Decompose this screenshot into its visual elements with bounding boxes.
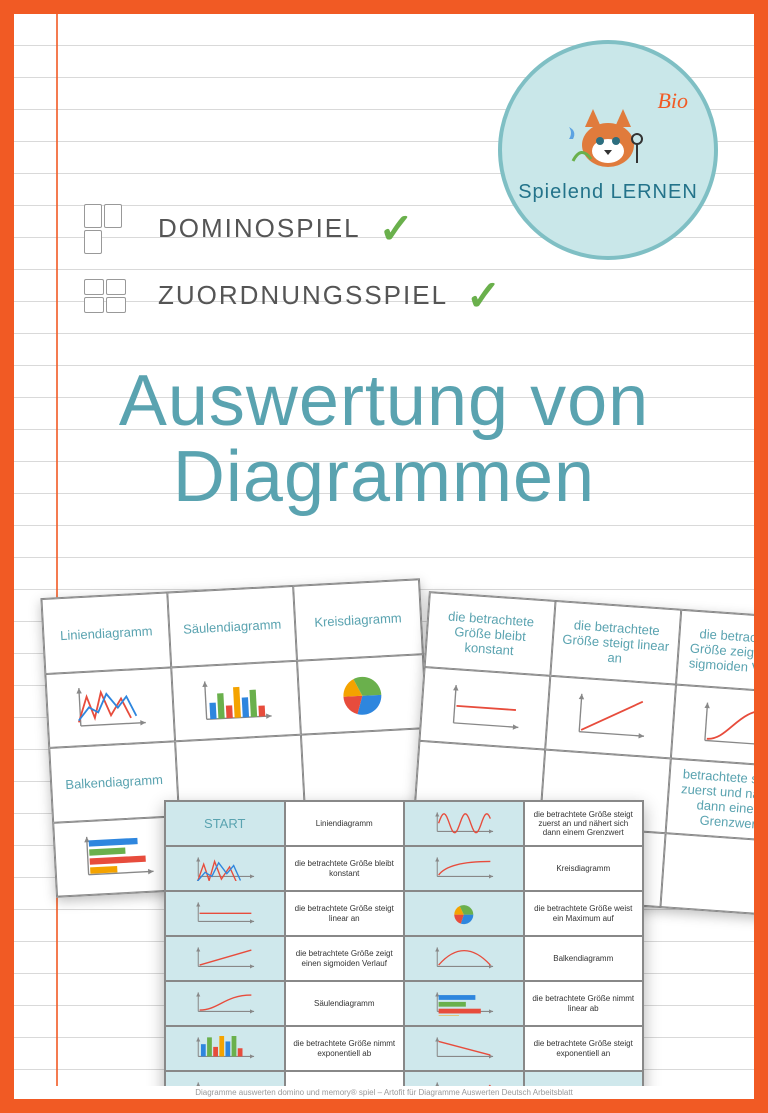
card-cell — [671, 684, 754, 767]
title-line2: Diagrammen — [14, 440, 754, 516]
card-cell — [171, 660, 301, 741]
domino-cell: Kreisdiagramm — [524, 846, 644, 891]
card-cell — [419, 666, 550, 749]
domino-cell — [165, 846, 285, 891]
domino-cell: die betrachtete Größe steigt zuerst an u… — [524, 801, 644, 846]
card-cell — [301, 728, 431, 809]
page: Bio Spielend LERNEN — [14, 14, 754, 1099]
domino-sheet: STARTLiniendiagramm die betrachtete Größ… — [164, 800, 644, 1099]
fox-icon — [563, 105, 653, 175]
card-cell: Liniendiagramm — [41, 593, 171, 674]
card-cell — [45, 667, 175, 748]
card-cell: Kreisdiagramm — [293, 579, 423, 660]
domino-cell: die betrachtete Größe nimmt linear ab — [524, 981, 644, 1026]
title-line1: Auswertung von — [14, 364, 754, 440]
card-cell: die betrachtete Größe steigt linear an — [550, 601, 681, 684]
brand-word2: LERNEN — [611, 181, 698, 203]
domino-cell — [404, 801, 524, 846]
domino-cell: die betrachtete Größe zeigt einen sigmoi… — [285, 936, 405, 981]
cards-layer: LiniendiagrammSäulendiagrammKreisdiagram… — [14, 574, 754, 1099]
domino-cell: die betrachtete Größe steigt linear an — [285, 891, 405, 936]
card-cell: die betrachtete Größe zeigt einen sigmoi… — [676, 610, 754, 693]
matching-cards-icon — [84, 276, 140, 316]
card-cell: Balkendiagramm — [49, 741, 179, 822]
domino-cell: die betrachtete Größe bleibt konstant — [285, 846, 405, 891]
domino-cell: Säulendiagramm — [285, 981, 405, 1026]
game-row-domino: DOMINOSPIEL ✓ — [84, 204, 501, 253]
logo-badge: Bio Spielend LERNEN — [498, 40, 718, 260]
domino-cell: START — [165, 801, 285, 846]
domino-cell — [404, 891, 524, 936]
card-cell — [660, 833, 754, 916]
brand-word1: Spielend — [518, 181, 604, 203]
badge-brand: Spielend LERNEN — [518, 181, 698, 204]
card-cell: betrachtete steigt zuerst und nähert dan… — [666, 758, 754, 841]
domino-cell: die betrachtete Größe weist ein Maximum … — [524, 891, 644, 936]
check-icon: ✓ — [379, 204, 414, 253]
domino-cell: die betrachtete Größe steigt exponentiel… — [524, 1026, 644, 1071]
domino-label: DOMINOSPIEL — [158, 213, 361, 244]
card-cell: Säulendiagramm — [167, 586, 297, 667]
card-cell: die betrachtete Größe bleibt konstant — [425, 592, 556, 675]
domino-cell: Liniendiagramm — [285, 801, 405, 846]
main-title: Auswertung von Diagrammen — [14, 364, 754, 515]
game-list: DOMINOSPIEL ✓ ZUORDNUNGSSPIEL ✓ — [84, 204, 501, 338]
domino-cell — [165, 1026, 285, 1071]
game-row-zuordnung: ZUORDNUNGSSPIEL ✓ — [84, 271, 501, 320]
domino-cell — [404, 846, 524, 891]
caption: Diagramme auswerten domino und memory® s… — [14, 1086, 754, 1099]
check-icon: ✓ — [466, 271, 501, 320]
domino-cell — [165, 936, 285, 981]
badge-bio: Bio — [657, 88, 688, 114]
domino-cards-icon — [84, 209, 140, 249]
domino-cell — [404, 1026, 524, 1071]
card-cell — [297, 654, 427, 735]
card-cell — [545, 675, 676, 758]
domino-cell: Balkendiagramm — [524, 936, 644, 981]
domino-cell — [404, 981, 524, 1026]
domino-cell — [165, 981, 285, 1026]
domino-cell — [165, 891, 285, 936]
domino-cell — [404, 936, 524, 981]
zuordnung-label: ZUORDNUNGSSPIEL — [158, 280, 448, 311]
domino-cell: die betrachtete Größe nimmt exponentiell… — [285, 1026, 405, 1071]
